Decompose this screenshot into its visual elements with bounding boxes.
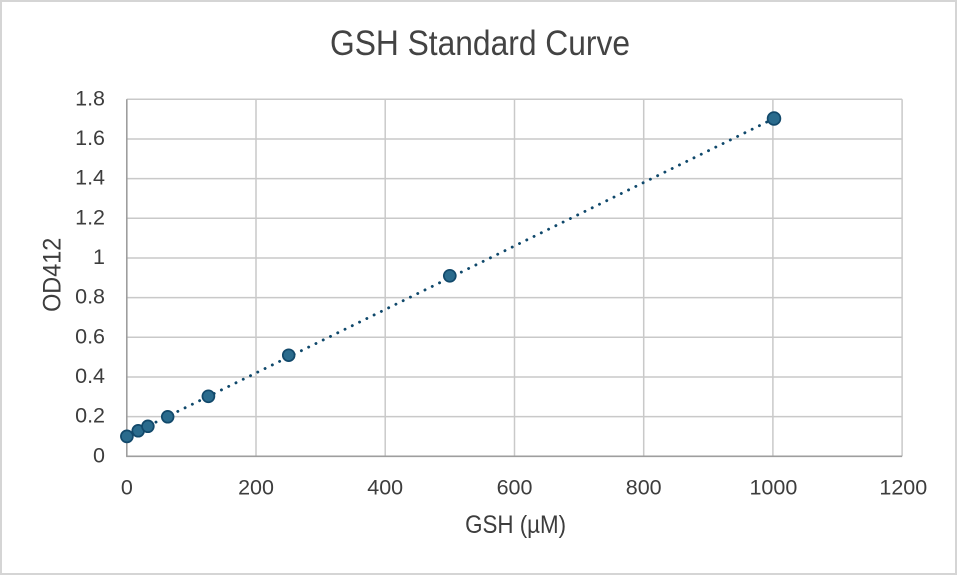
svg-text:GSH Standard Curve: GSH Standard Curve xyxy=(330,24,630,63)
svg-text:0.2: 0.2 xyxy=(75,404,105,428)
svg-text:800: 800 xyxy=(626,475,662,499)
svg-text:400: 400 xyxy=(367,475,403,499)
svg-text:0.6: 0.6 xyxy=(75,324,105,348)
svg-text:0: 0 xyxy=(93,443,105,467)
svg-text:0.8: 0.8 xyxy=(75,285,105,309)
svg-text:OD412: OD412 xyxy=(38,238,66,312)
svg-text:1000: 1000 xyxy=(749,475,797,499)
svg-text:1: 1 xyxy=(93,245,105,269)
svg-text:0.4: 0.4 xyxy=(75,364,105,388)
svg-text:1.6: 1.6 xyxy=(75,126,105,150)
svg-text:1.8: 1.8 xyxy=(75,86,105,110)
svg-text:600: 600 xyxy=(497,475,533,499)
svg-text:200: 200 xyxy=(238,475,274,499)
svg-text:1200: 1200 xyxy=(879,475,927,499)
svg-text:0: 0 xyxy=(121,475,133,499)
svg-text:GSH (µM): GSH (µM) xyxy=(465,511,566,539)
svg-text:1.2: 1.2 xyxy=(75,205,105,229)
svg-text:1.4: 1.4 xyxy=(75,166,105,190)
